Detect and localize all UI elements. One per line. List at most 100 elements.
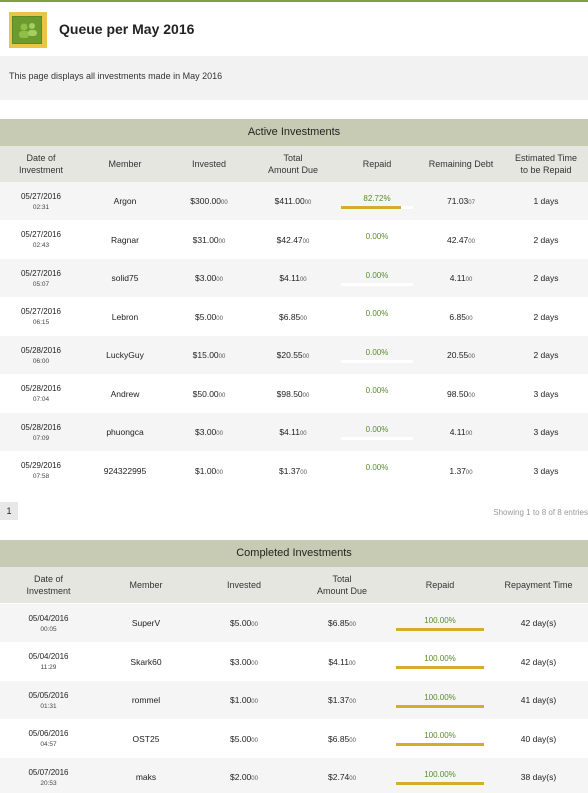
member-name: maks — [135, 772, 157, 782]
member-cell: Andrew — [82, 375, 168, 413]
invested-amount: $5.00 — [195, 311, 217, 322]
repaid-percent: 100.00% — [424, 692, 456, 702]
invested-amount: $3.00 — [230, 656, 252, 667]
amount-due-cell: $6.8500 — [293, 720, 391, 758]
date-cell: 05/04/2016 11:29 — [0, 643, 97, 681]
repaid-progress-bar — [341, 321, 413, 324]
repaid-progress-fill — [396, 704, 484, 708]
invested-cell: $15.0000 — [168, 336, 250, 374]
due-value: $6.8500 — [328, 618, 356, 628]
member-cell: maks — [97, 758, 195, 793]
due-value: $4.1100 — [328, 657, 355, 667]
repayment-time: 42 day(s) — [520, 618, 557, 628]
estimated-time-cell: 3 days — [504, 413, 588, 451]
repaid-progress-bar — [396, 666, 484, 669]
estimated-time: 2 days — [533, 311, 559, 322]
column-header: Repaid — [425, 580, 455, 590]
remaining-debt-cell: 71.0307 — [418, 182, 504, 220]
investment-date: 05/05/2016 — [28, 690, 69, 700]
repaid-progress-fill — [396, 743, 484, 746]
intro-text: This page displays all investments made … — [9, 71, 223, 81]
remaining-debt-cell: 1.3700 — [418, 452, 504, 490]
amount-due-cell: $20.5500 — [250, 336, 336, 374]
table-row: 05/29/2016 07:58 924322995 $1.0000 $1.3700 0.… — [0, 451, 588, 490]
due-amount: $2.74 — [328, 772, 350, 782]
investment-date: 05/04/2016 — [28, 652, 69, 661]
repayment-time-cell: 42 day(s) — [489, 604, 588, 642]
due-value: $42.4700 — [277, 235, 310, 245]
estimated-time: 1 days — [533, 196, 559, 206]
investment-date: 05/27/2016 — [20, 307, 62, 316]
date-cell: 05/27/2016 02:31 — [0, 182, 82, 220]
completed-table-header: Date of Investment Member Invested Total Am… — [0, 567, 588, 603]
repaid-cell: 100.00% — [391, 681, 489, 719]
table-row: 05/04/2016 00:05 SuperV $5.0000 $6.8500 100.0… — [0, 604, 588, 642]
remaining-amount: 42.47 — [447, 234, 469, 245]
investment-time: 07:58 — [32, 473, 50, 480]
repaid-percent: 0.00% — [365, 232, 389, 241]
repaid-cell: 0.00% — [336, 336, 418, 374]
estimated-time-cell: 1 days — [504, 182, 588, 220]
repaid-percent: 82.72% — [363, 193, 391, 203]
invested-amount: $300.00 — [190, 196, 222, 206]
column-header: Remaining Debt — [428, 159, 494, 169]
invested-cell: $1.0000 — [168, 452, 250, 490]
due-amount: $411.00 — [274, 196, 305, 206]
due-cents: 00 — [299, 431, 307, 437]
repaid-percent: 0.00% — [365, 463, 389, 472]
repaid-percent: 0.00% — [365, 386, 389, 395]
invested-cents: 00 — [251, 776, 258, 782]
repaid-percent: 0.00% — [365, 424, 389, 434]
investment-date: 05/29/2016 — [20, 461, 62, 470]
remaining-value: 6.8500 — [449, 312, 472, 322]
column-header: Invested — [226, 580, 262, 590]
repaid-progress-bar — [341, 359, 413, 363]
investment-time: 06:00 — [32, 357, 50, 365]
member-name: Skark60 — [130, 656, 162, 667]
date-cell: 05/06/2016 04:57 — [0, 720, 97, 758]
repaid-percent: 100.00% — [424, 769, 456, 779]
due-value: $1.3700 — [328, 695, 356, 705]
remaining-amount: 4.11 — [449, 427, 466, 437]
date-cell: 05/27/2016 02:43 — [0, 221, 82, 259]
due-value: $6.8500 — [279, 312, 307, 322]
member-name: Argon — [113, 196, 137, 206]
due-amount: $6.85 — [328, 733, 350, 744]
investment-time: 20:53 — [40, 779, 57, 787]
remaining-debt-cell: 6.8500 — [418, 298, 504, 336]
invested-cell: $300.0000 — [168, 182, 250, 220]
remaining-cents: 00 — [465, 431, 473, 437]
estimated-time-cell: 2 days — [504, 336, 588, 374]
date-cell: 05/27/2016 06:15 — [0, 298, 82, 336]
remaining-value: 1.3700 — [449, 466, 472, 476]
remaining-cents: 07 — [468, 200, 475, 206]
investment-time: 01:31 — [40, 702, 57, 710]
invested-cell: $1.0000 — [195, 681, 293, 719]
invested-amount: $3.00 — [195, 273, 217, 283]
member-name: Lebron — [111, 311, 139, 322]
remaining-cents: 00 — [465, 277, 473, 283]
repaid-cell: 0.00% — [336, 413, 418, 451]
member-name: phuongca — [106, 427, 144, 437]
repaid-progress-bar — [341, 282, 413, 286]
invested-value: $5.0000 — [230, 734, 258, 744]
estimated-time-cell: 2 days — [504, 259, 588, 297]
table-row: 05/04/2016 11:29 Skark60 $3.0000 $4.1100 100.… — [0, 642, 588, 681]
remaining-debt-cell: 98.5000 — [418, 375, 504, 413]
member-cell: phuongca — [82, 413, 168, 451]
pagination-page-button[interactable]: 1 — [0, 502, 18, 520]
estimated-time: 2 days — [533, 273, 559, 283]
repaid-percent: 100.00% — [424, 615, 456, 625]
invested-cents: 00 — [251, 622, 258, 628]
due-amount: $98.50 — [276, 388, 303, 399]
remaining-cents: 00 — [468, 392, 475, 399]
invested-value: $5.0000 — [230, 618, 258, 628]
repayment-time: 40 day(s) — [520, 733, 557, 744]
repaid-progress-bar — [341, 205, 413, 209]
investment-date: 05/28/2016 — [20, 345, 62, 355]
invested-amount: $3.00 — [195, 427, 217, 437]
investment-date: 05/27/2016 — [20, 230, 62, 239]
page-header: Queue per May 2016 — [0, 2, 588, 56]
member-cell: SuperV — [97, 604, 195, 642]
invested-value: $2.0000 — [230, 772, 258, 782]
